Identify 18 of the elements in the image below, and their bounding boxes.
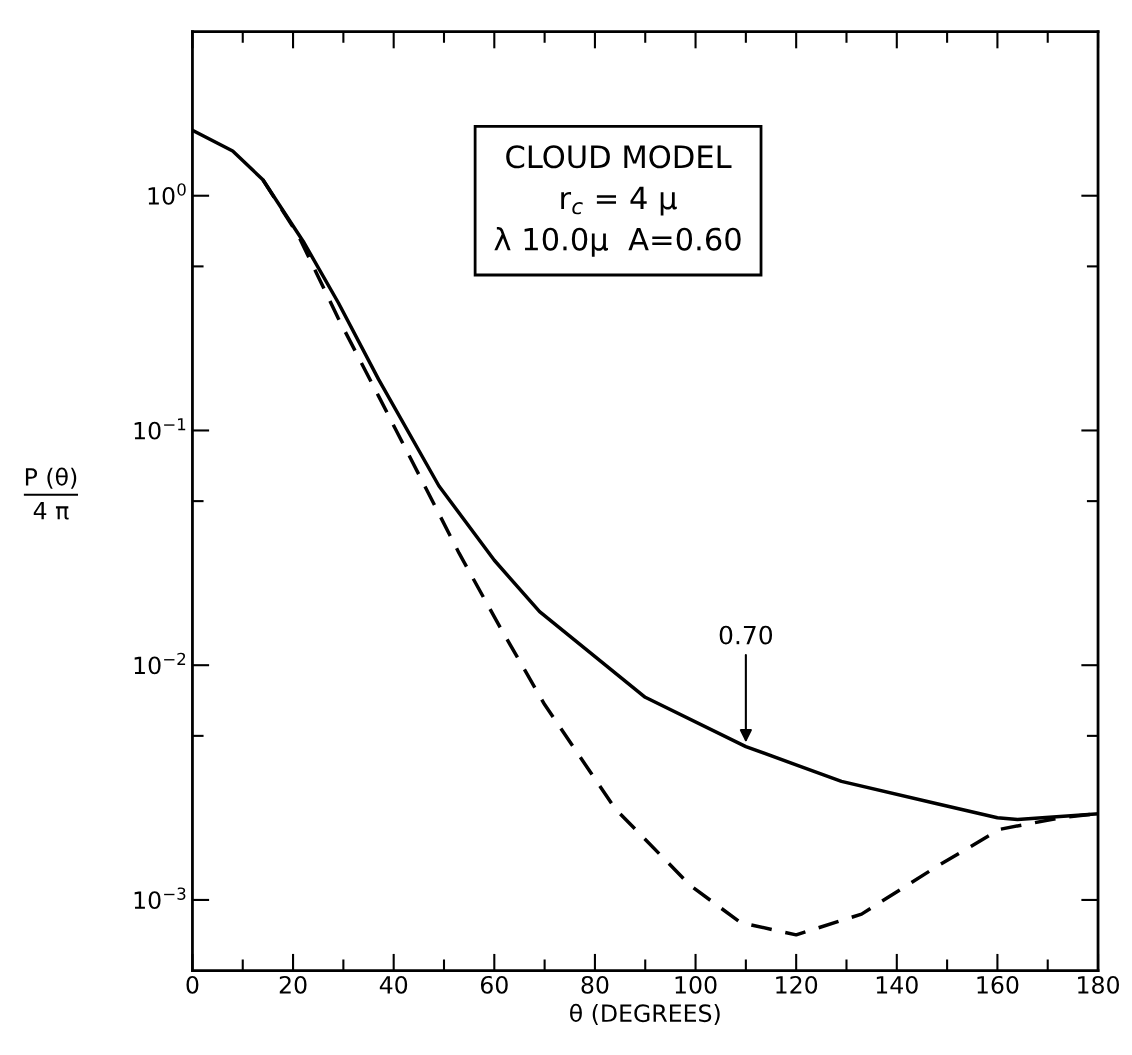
y-axis-title: P (θ) 4 π — [25, 467, 77, 520]
x-tick-label: 0 — [186, 975, 199, 994]
y-tick-label: 10$^{−1}$ — [134, 418, 186, 440]
annotation: 0.70 — [719, 625, 773, 645]
x-tick-label: 80 — [581, 975, 609, 994]
annotation: CLOUD MODEL r$_{c}$ = 4 μ λ 10.0μ A=0.60 — [494, 145, 741, 257]
y-tick-label: 10$^{−3}$ — [134, 887, 186, 910]
y-tick-label: 10$^{0}$ — [148, 183, 186, 205]
x-tick-label: 180 — [1078, 975, 1120, 994]
x-tick-label: 160 — [977, 975, 1019, 994]
y-tick-label: 10$^{−2}$ — [134, 652, 186, 675]
x-tick-label: 100 — [675, 975, 717, 994]
x-tick-label: 140 — [876, 975, 918, 994]
x-axis-title: θ (DEGREES) — [570, 1003, 720, 1025]
x-tick-label: 20 — [279, 975, 307, 994]
x-tick-label: 60 — [480, 975, 508, 994]
x-tick-label: 40 — [379, 975, 408, 994]
x-tick-label: 120 — [776, 975, 818, 994]
